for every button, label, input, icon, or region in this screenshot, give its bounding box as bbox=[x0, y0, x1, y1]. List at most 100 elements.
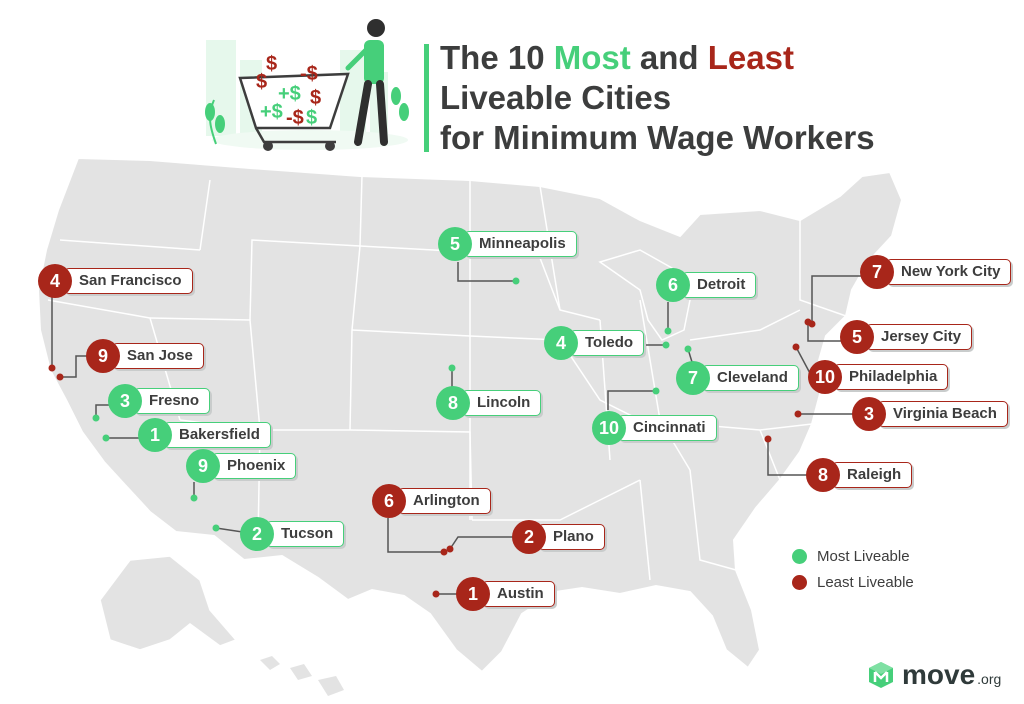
city-marker-arlington bbox=[440, 548, 448, 556]
city-label-new-york-city: 7 New York City bbox=[860, 255, 1012, 289]
city-marker-san-jose bbox=[56, 373, 64, 381]
rank-badge: 4 bbox=[544, 326, 578, 360]
city-name: Bakersfield bbox=[164, 422, 271, 448]
rank-badge: 10 bbox=[592, 411, 626, 445]
leader-line-new-york-city bbox=[811, 275, 876, 324]
rank-badge: 1 bbox=[456, 577, 490, 611]
city-name: New York City bbox=[886, 259, 1012, 285]
city-marker-toledo bbox=[662, 341, 670, 349]
svg-text:-$: -$ bbox=[286, 107, 304, 129]
leader-lines bbox=[51, 262, 876, 595]
city-name: Virginia Beach bbox=[878, 401, 1008, 427]
city-label-philadelphia: 10 Philadelphia bbox=[808, 360, 949, 394]
page-title: The 10 Most and Least Liveable Cities fo… bbox=[440, 38, 875, 158]
city-name: Jersey City bbox=[866, 324, 973, 350]
city-name: Minneapolis bbox=[464, 231, 577, 257]
legend-least: Least Liveable bbox=[792, 570, 914, 594]
city-marker-cincinnati bbox=[652, 387, 660, 395]
leader-line-arlington bbox=[387, 518, 444, 553]
city-label-fresno: 3 Fresno bbox=[108, 384, 211, 418]
leader-line-raleigh bbox=[767, 439, 822, 476]
svg-text:-$: -$ bbox=[300, 63, 318, 85]
hawaii-shape bbox=[260, 656, 344, 696]
alaska-shape bbox=[99, 555, 238, 651]
city-label-virginia-beach: 3 Virginia Beach bbox=[852, 397, 1008, 431]
city-marker-jersey-city bbox=[804, 318, 812, 326]
city-marker-lincoln bbox=[448, 364, 456, 372]
move-org-logo: move .org bbox=[866, 660, 1001, 690]
city-label-austin: 1 Austin bbox=[456, 577, 555, 611]
city-name: Philadelphia bbox=[834, 364, 949, 390]
shopping-cart-illustration: $ +$ -$ $ +$ -$ $ $ bbox=[205, 19, 409, 151]
city-name: Detroit bbox=[682, 272, 757, 298]
svg-text:+$: +$ bbox=[260, 101, 283, 123]
leader-line-plano bbox=[449, 536, 528, 550]
city-label-san-francisco: 4 San Francisco bbox=[38, 264, 193, 298]
city-marker-philadelphia bbox=[792, 343, 800, 351]
svg-text:$: $ bbox=[266, 53, 277, 75]
city-name: Tucson bbox=[266, 521, 345, 547]
city-name: Austin bbox=[482, 581, 555, 607]
city-name: Phoenix bbox=[212, 453, 297, 479]
city-label-raleigh: 8 Raleigh bbox=[806, 458, 913, 492]
rank-badge: 7 bbox=[676, 361, 710, 395]
city-marker-tucson bbox=[212, 524, 220, 532]
rank-badge: 9 bbox=[86, 339, 120, 373]
rank-badge: 7 bbox=[860, 255, 894, 289]
city-label-minneapolis: 5 Minneapolis bbox=[438, 227, 577, 261]
title-line-3: for Minimum Wage Workers bbox=[440, 119, 875, 156]
svg-text:$: $ bbox=[306, 107, 317, 129]
rank-badge: 1 bbox=[138, 418, 172, 452]
city-name: Toledo bbox=[570, 330, 645, 356]
red-dot-icon bbox=[792, 574, 807, 590]
city-marker-austin bbox=[432, 590, 440, 598]
city-name: San Francisco bbox=[64, 268, 193, 294]
city-label-arlington: 6 Arlington bbox=[372, 484, 491, 518]
city-name: San Jose bbox=[112, 343, 204, 369]
city-markers bbox=[48, 277, 816, 598]
legend-most: Most Liveable bbox=[792, 544, 914, 568]
rank-badge: 4 bbox=[38, 264, 72, 298]
city-marker-bakersfield bbox=[102, 434, 110, 442]
city-label-lincoln: 8 Lincoln bbox=[436, 386, 542, 420]
city-label-cincinnati: 10 Cincinnati bbox=[592, 411, 717, 445]
city-marker-san-francisco bbox=[48, 364, 56, 372]
city-label-phoenix: 9 Phoenix bbox=[186, 449, 297, 483]
city-label-cleveland: 7 Cleveland bbox=[676, 361, 799, 395]
rank-badge: 2 bbox=[512, 520, 546, 554]
city-label-detroit: 6 Detroit bbox=[656, 268, 757, 302]
rank-badge: 3 bbox=[852, 397, 886, 431]
svg-text:$: $ bbox=[256, 71, 267, 93]
city-marker-virginia-beach bbox=[794, 410, 802, 418]
leader-line-minneapolis bbox=[457, 262, 516, 282]
city-label-tucson: 2 Tucson bbox=[240, 517, 345, 551]
city-name: Cincinnati bbox=[618, 415, 717, 441]
title-least-word: Least bbox=[707, 39, 794, 76]
city-label-bakersfield: 1 Bakersfield bbox=[138, 418, 271, 452]
city-name: Raleigh bbox=[832, 462, 913, 488]
city-label-san-jose: 9 San Jose bbox=[86, 339, 204, 373]
city-name: Cleveland bbox=[702, 365, 799, 391]
svg-text:+$: +$ bbox=[278, 83, 301, 105]
city-name: Arlington bbox=[398, 488, 491, 514]
title-line-1: The 10 Most and Least bbox=[440, 39, 794, 76]
rank-badge: 8 bbox=[806, 458, 840, 492]
city-marker-minneapolis bbox=[512, 277, 520, 285]
city-marker-detroit bbox=[664, 327, 672, 335]
city-label-jersey-city: 5 Jersey City bbox=[840, 320, 973, 354]
city-marker-plano bbox=[446, 545, 454, 553]
title-most-word: Most bbox=[553, 39, 631, 76]
title-line-2: Liveable Cities bbox=[440, 79, 672, 116]
rank-badge: 6 bbox=[372, 484, 406, 518]
svg-text:$: $ bbox=[310, 87, 321, 109]
title-accent-bar bbox=[424, 44, 429, 152]
city-name: Plano bbox=[538, 524, 605, 550]
rank-badge: 2 bbox=[240, 517, 274, 551]
city-name: Fresno bbox=[134, 388, 211, 414]
green-dot-icon bbox=[792, 548, 807, 564]
rank-badge: 9 bbox=[186, 449, 220, 483]
leader-line-cincinnati bbox=[607, 390, 656, 410]
city-label-plano: 2 Plano bbox=[512, 520, 605, 554]
move-cube-icon bbox=[869, 662, 893, 688]
